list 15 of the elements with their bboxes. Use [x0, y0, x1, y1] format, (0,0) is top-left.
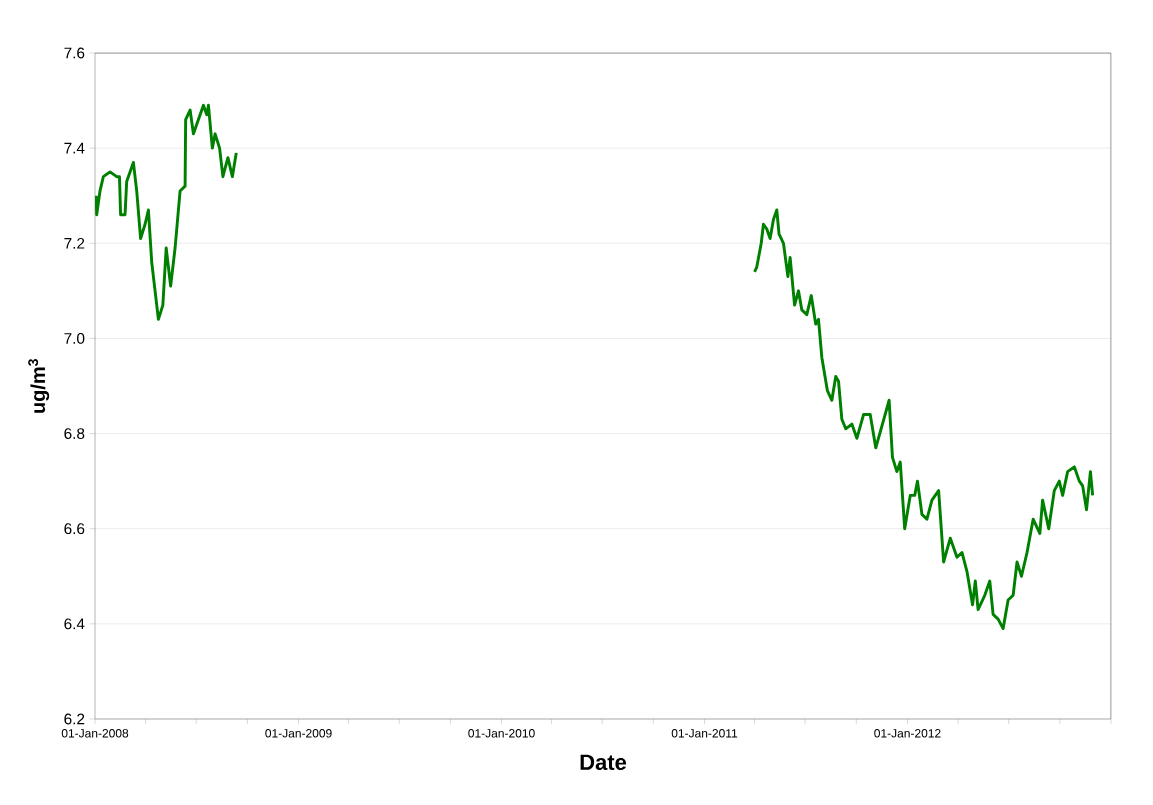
y-tick-label: 6.2	[64, 713, 85, 725]
y-tick-label: 6.6	[64, 523, 85, 535]
y-tick-label: 7.0	[64, 332, 85, 344]
x-tick-label: 01-Jan-2011	[671, 729, 738, 738]
x-axis-title: Date	[580, 754, 627, 771]
x-tick-label: 01-Jan-2012	[874, 729, 941, 738]
x-tick-label: 01-Jan-2010	[468, 729, 535, 738]
y-tick-label: 7.4	[64, 142, 85, 154]
x-tick-label: 01-Jan-2008	[61, 729, 129, 738]
y-tick-label: 6.8	[64, 428, 85, 439]
x-tick-label: 01-Jan-2009	[265, 729, 332, 738]
y-tick-label: 7.2	[64, 237, 85, 249]
y-axis-title: ug/m$^{3}$	[28, 359, 50, 413]
y-tick-label: 7.6	[64, 47, 85, 59]
y-tick-label: 6.4	[64, 618, 85, 630]
